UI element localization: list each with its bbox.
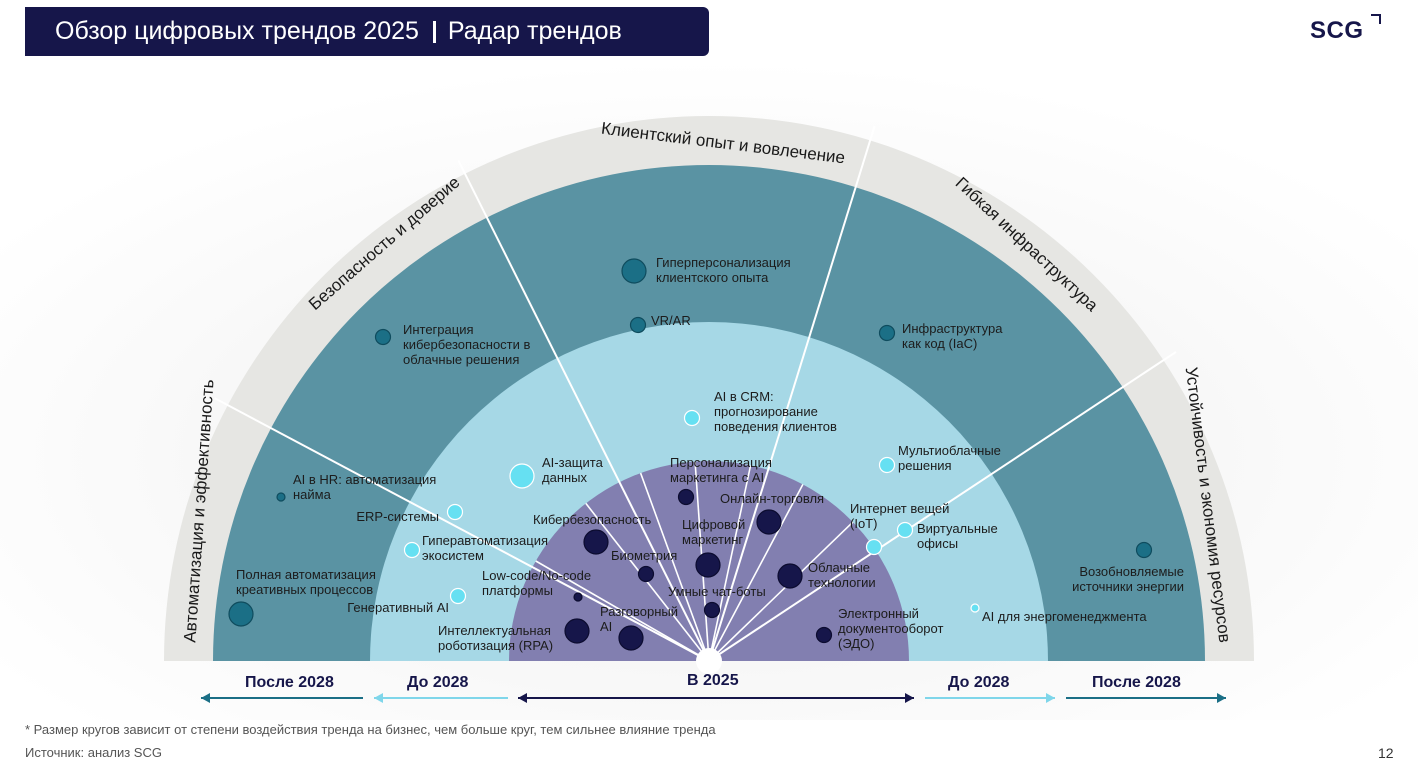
trend-dot: [228, 601, 254, 627]
trend-dot: [449, 587, 467, 605]
trend-label: Гиперперсонализация клиентского опыта: [656, 255, 791, 285]
title-separator: [432, 20, 436, 43]
trend-dot: [777, 563, 803, 589]
trend-label: Инфраструктура как код (IaC): [902, 321, 1003, 351]
page-subtitle: Радар трендов: [447, 17, 622, 45]
page-number: 12: [1378, 745, 1394, 761]
footnote: * Размер кругов зависит от степени возде…: [25, 722, 716, 737]
trend-dot: [374, 328, 392, 346]
trend-dot: [583, 529, 609, 555]
trend-dot: [970, 603, 980, 613]
trend-label: Гиперавтоматизация экосистем: [422, 533, 548, 563]
trend-label: AI для энергоменеджмента: [982, 609, 1147, 624]
timeline-left-middle: До 2028: [407, 674, 469, 691]
trend-label: Виртуальные офисы: [917, 521, 998, 551]
inner-ray: [585, 502, 710, 662]
trend-dot: [403, 541, 421, 559]
trend-label: AI в HR: автоматизация найма: [293, 472, 436, 502]
trend-label: Интеграция кибербезопасности в облачные ре…: [403, 322, 531, 367]
trend-label: Мультиоблачные решения: [898, 443, 1001, 473]
inner-ray: [639, 472, 710, 662]
trend-dot: [683, 409, 701, 427]
inner-ray: [708, 465, 752, 662]
trend-dot: [564, 618, 590, 644]
trend-dot: [637, 565, 655, 583]
trend-label: Кибербезопасность: [533, 512, 652, 527]
trend-dot: [677, 488, 695, 506]
trend-label: Электронный документооборот (ЭДО): [838, 606, 943, 651]
sector-divider: [708, 125, 876, 662]
trend-dot: [276, 492, 286, 502]
trend-label: Разговорный AI: [600, 604, 678, 634]
trend-label: VR/AR: [651, 313, 691, 328]
trend-label: AI-защита данных: [542, 455, 604, 485]
trend-dot: [878, 324, 896, 342]
trend-label: Цифровой маркетинг: [682, 517, 745, 547]
trend-dot: [878, 456, 896, 474]
sector-divider: [708, 351, 1177, 662]
trend-label: Персонализация маркетинга с AI: [670, 455, 772, 485]
trend-dot: [865, 538, 883, 556]
sector-divider: [457, 159, 710, 662]
trend-label: Возобновляемые источники энергии: [1072, 564, 1184, 594]
trend-dot: [618, 625, 644, 651]
trend-label: Интернет вещей (IoT): [850, 501, 949, 531]
trend-label: ERP-системы: [356, 509, 439, 524]
trend-dot: [703, 601, 721, 619]
title-bar: Обзор цифровых трендов 2025 Радар трендо…: [25, 7, 709, 56]
sector-divider: [214, 397, 710, 662]
scg-logo: SCG: [1310, 17, 1364, 44]
timeline-arrowhead: [518, 693, 527, 703]
trend-label: Low-code/No-code платформы: [482, 568, 591, 598]
trend-dot: [621, 258, 647, 284]
trend-dot: [815, 626, 833, 644]
trend-label: AI в CRM: прогнозирование поведения клиент…: [714, 389, 837, 434]
trend-dot: [446, 503, 464, 521]
timeline-left-outer: После 2028: [245, 674, 334, 691]
trend-dot: [756, 509, 782, 535]
source-note: Источник: анализ SCG: [25, 745, 162, 760]
trend-label: Биометрия: [611, 548, 677, 563]
page-title: Обзор цифровых трендов 2025: [55, 17, 419, 45]
trend-label: Интеллектуальная роботизация (RPA): [438, 623, 553, 653]
inner-ray: [708, 484, 804, 662]
trend-dot: [896, 521, 914, 539]
timeline-arrowhead: [1046, 693, 1055, 703]
trend-dot: [573, 592, 583, 602]
timeline-center: В 2025: [687, 672, 739, 689]
trend-dot: [1135, 541, 1153, 559]
trend-dot: [629, 316, 647, 334]
timeline-arrowhead: [201, 693, 210, 703]
trend-dot: [509, 463, 535, 489]
inner-ray: [708, 521, 854, 662]
timeline-arrowhead: [374, 693, 383, 703]
trend-label: Умные чат-боты: [668, 584, 766, 599]
trend-label: Генеративный AI: [347, 600, 449, 615]
timeline-arrowhead: [1217, 693, 1226, 703]
trend-label: Полная автоматизация креативных процессов: [236, 567, 376, 597]
inner-ray: [535, 560, 710, 662]
trend-label: Облачные технологии: [808, 560, 876, 590]
logo-corner-mark: [1371, 14, 1381, 24]
timeline-right-middle: До 2028: [948, 674, 1010, 691]
trend-label: Онлайн-торговля: [720, 491, 824, 506]
trend-dot: [695, 552, 721, 578]
timeline-right-outer: После 2028: [1092, 674, 1181, 691]
